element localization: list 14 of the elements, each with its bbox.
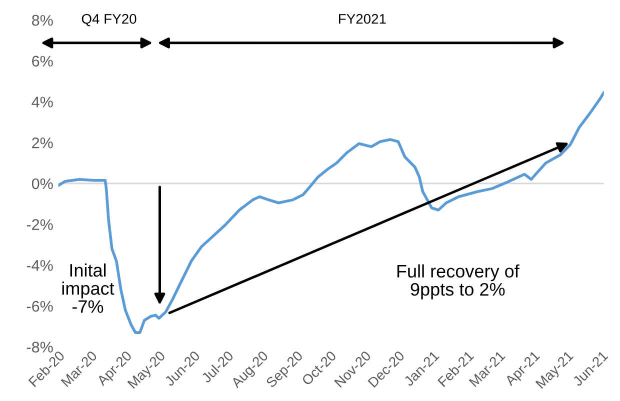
- y-tick-label: 4%: [32, 96, 53, 108]
- annotation: Inital impact -7%: [62, 263, 114, 313]
- y-tick-label: 8%: [32, 14, 53, 26]
- y-tick-label: 6%: [32, 56, 53, 67]
- annotation: Full recovery of 9ppts to 2%: [397, 264, 520, 300]
- line-series: [58, 91, 604, 334]
- y-tick-label: -8%: [26, 342, 53, 353]
- annotation: Q4 FY20: [82, 14, 136, 26]
- y-tick-label: -2%: [26, 219, 53, 230]
- y-tick-label: 2%: [32, 137, 53, 148]
- y-tick-label: -6%: [26, 300, 53, 312]
- y-tick-label: 0%: [32, 178, 53, 190]
- annotation: FY2021: [339, 14, 386, 24]
- y-tick-label: -4%: [26, 260, 53, 271]
